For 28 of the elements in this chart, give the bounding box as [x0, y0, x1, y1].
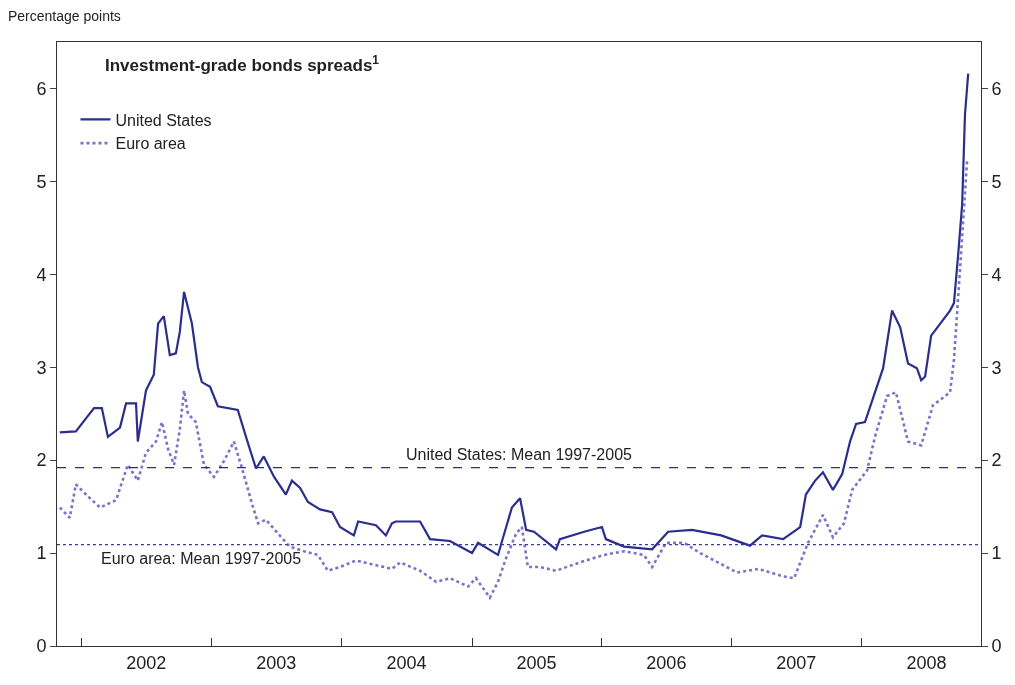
- y-tick-label: 5: [36, 171, 47, 192]
- y2-tick-label: 3: [991, 357, 1002, 378]
- x-tick-label: 2002: [126, 652, 167, 673]
- ref-line-label: Euro area: Mean 1997-2005: [101, 550, 302, 567]
- y-tick-label: 3: [36, 357, 47, 378]
- y2-tick-label: 5: [991, 171, 1002, 192]
- y-axis-title: Percentage points: [8, 8, 121, 24]
- y2-tick-label: 6: [991, 78, 1002, 99]
- ref-line-label: United States: Mean 1997-2005: [406, 446, 633, 463]
- y-tick-label: 2: [36, 450, 47, 471]
- y2-tick-label: 1: [991, 543, 1002, 564]
- x-tick-label: 2008: [906, 652, 947, 673]
- legend-label: Euro area: [115, 135, 186, 153]
- text: Investment-grade bonds spreads$^{1}$: [105, 53, 380, 76]
- y-tick-label: 1: [36, 543, 47, 564]
- y-tick-label: 0: [36, 636, 47, 657]
- x-tick-label: 2005: [516, 652, 557, 673]
- y2-tick-label: 4: [991, 264, 1002, 285]
- x-tick-label: 2007: [776, 652, 817, 673]
- x-tick-label: 2006: [646, 652, 687, 673]
- y2-tick-label: 0: [991, 636, 1002, 657]
- legend-label: United States: [115, 111, 212, 129]
- y-tick-label: 6: [36, 78, 47, 99]
- y-tick-label: 4: [36, 264, 47, 285]
- x-tick-label: 2004: [386, 652, 427, 673]
- line-series: [58, 158, 969, 599]
- y2-tick-label: 2: [991, 450, 1002, 471]
- x-tick-label: 2003: [256, 652, 297, 673]
